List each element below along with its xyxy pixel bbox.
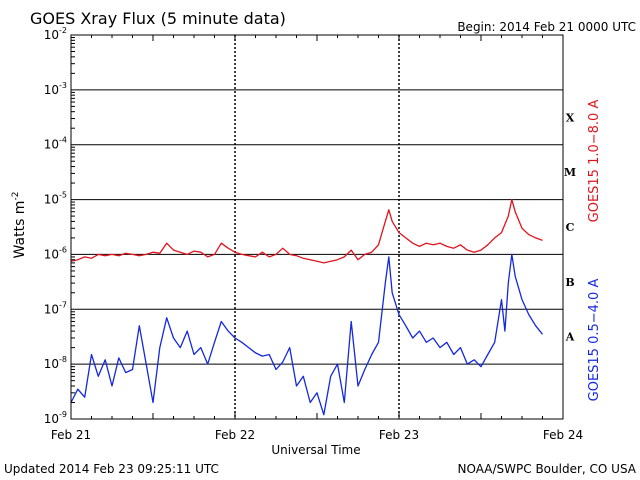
y-tick-exponent: -4: [59, 136, 67, 145]
x-tick-label: Feb 22: [215, 428, 255, 442]
y-tick-label: 10-6: [44, 245, 67, 261]
y-axis: 10-210-310-410-510-610-710-810-9: [44, 26, 75, 426]
x-tick-label: Feb 23: [379, 428, 419, 442]
y-tick-base: 10: [44, 193, 59, 207]
flare-class-m: M: [564, 166, 576, 179]
y-tick-base: 10: [44, 28, 59, 42]
y-tick-exponent: -2: [59, 26, 67, 35]
long-wave-series-line: [70, 198, 543, 264]
flare-class-labels: X M C B A: [564, 111, 576, 343]
y-axis-label-base: Watts m: [12, 201, 28, 259]
y-tick-label: 10-4: [44, 136, 67, 152]
y-tick-exponent: -7: [59, 300, 67, 309]
y-tick-label: 10-9: [44, 410, 67, 426]
flare-class-a: A: [565, 331, 575, 344]
legend-entry: GOES15 1.0−8.0 A: [587, 100, 602, 223]
x-axis-label: Universal Time: [271, 443, 360, 457]
chart-title: GOES Xray Flux (5 minute data): [30, 9, 286, 28]
begin-time: Begin: 2014 Feb 21 0000 UTC: [457, 20, 636, 34]
y-tick-label: 10-7: [44, 300, 67, 316]
chart-header: GOES Xray Flux (5 minute data) Begin: 20…: [30, 9, 636, 34]
plot-frame: [70, 34, 564, 420]
y-tick-label: 10-8: [44, 355, 67, 371]
legend: GOES15 1.0−8.0 A GOES15 0.5−4.0 A: [587, 100, 602, 402]
y-tick-base: 10: [44, 412, 59, 426]
y-tick-base: 10: [44, 138, 59, 152]
y-tick-base: 10: [44, 247, 59, 261]
x-tick-label: Feb 21: [51, 428, 91, 442]
y-tick-exponent: -3: [59, 81, 67, 90]
y-tick-base: 10: [44, 302, 59, 316]
y-tick-exponent: -9: [59, 410, 67, 419]
flare-class-c: C: [566, 221, 575, 234]
series-layer: [70, 198, 544, 416]
grid-lines: [71, 89, 563, 365]
x-axis: Feb 21 Feb 22 Feb 23 Feb 24: [51, 35, 583, 442]
y-tick-label: 10-5: [44, 191, 67, 207]
day-divider-lines: [234, 35, 400, 419]
y-tick-exponent: -8: [59, 355, 67, 364]
y-tick-label: 10-3: [44, 81, 67, 97]
y-tick-label: 10-2: [44, 26, 67, 42]
y-axis-title: Watts m-2: [11, 192, 28, 259]
legend-entry: GOES15 0.5−4.0 A: [587, 279, 602, 402]
flare-class-x: X: [566, 111, 575, 124]
x-tick-label: Feb 24: [543, 428, 583, 442]
credit-label: NOAA/SWPC Boulder, CO USA: [458, 462, 637, 476]
y-tick-exponent: -5: [59, 191, 67, 200]
flare-class-b: B: [565, 276, 574, 289]
y-axis-label: Watts m-2: [11, 192, 28, 259]
y-tick-base: 10: [44, 83, 59, 97]
updated-timestamp: Updated 2014 Feb 23 09:25:11 UTC: [4, 462, 219, 476]
short-wave-series-line: [70, 253, 544, 416]
y-tick-base: 10: [44, 357, 59, 371]
y-axis-label-exponent: -2: [11, 192, 21, 201]
y-tick-exponent: -6: [59, 245, 67, 254]
